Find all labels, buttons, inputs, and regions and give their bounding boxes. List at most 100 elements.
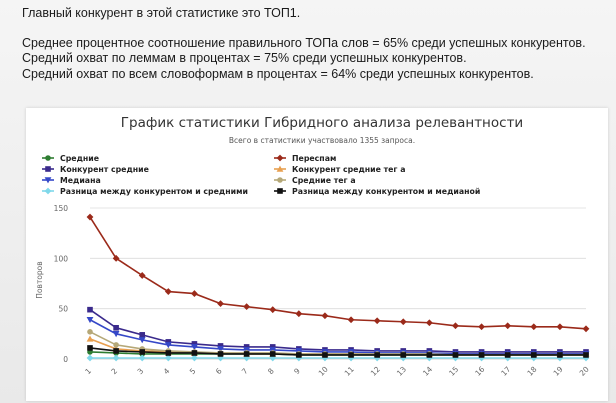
series-konkurent_srednie	[87, 306, 589, 355]
chart-subtitle: Всего в статистики участвовало 1355 запр…	[229, 136, 415, 145]
series-line	[89, 319, 586, 355]
x-axis-ticks: 1 2 3 4 5 6 7 8 9 10 11 12 13 14 15 16 17 18 19 20	[83, 365, 591, 378]
data-point	[530, 323, 538, 331]
data-point	[112, 354, 120, 362]
legend-item-konkurent_srednie_teg_a: Конкурент средние тег а	[274, 165, 405, 174]
legend-marker	[44, 177, 52, 184]
data-point	[112, 254, 120, 262]
x-tick-label: 5	[188, 366, 198, 376]
data-point	[138, 272, 146, 279]
legend-marker	[276, 165, 284, 172]
chart-card: График статистики Гибридного анализа рел…	[26, 108, 608, 401]
legend-label: Средние тег а	[292, 176, 356, 185]
data-point	[113, 348, 119, 354]
series-line	[89, 216, 587, 330]
data-point	[348, 352, 354, 358]
data-point	[243, 344, 250, 350]
data-point	[113, 324, 119, 331]
data-point	[373, 354, 381, 362]
data-point	[86, 335, 94, 342]
series-perespam	[86, 213, 590, 333]
legend-item-srednie: Средние	[42, 154, 99, 163]
data-point	[191, 354, 198, 362]
headline: Главный конкурент в этой статистике это …	[22, 6, 301, 20]
data-point	[217, 354, 224, 362]
legend-label: Конкурент средние тег а	[292, 165, 405, 174]
data-point	[530, 352, 537, 358]
x-tick-label: 14	[421, 365, 434, 378]
data-point	[217, 343, 224, 349]
legend-label: Переспам	[292, 154, 336, 163]
data-point	[243, 351, 250, 357]
x-tick-label: 18	[525, 365, 538, 378]
legend-item-perespam: Переспам	[274, 154, 336, 163]
y-tick-label: 50	[58, 305, 68, 314]
data-point	[269, 351, 276, 357]
legend-label: Разница между конкурентом и медианой	[292, 187, 480, 196]
data-point	[504, 322, 512, 330]
legend-marker	[276, 154, 284, 162]
chart-legend: Средние Переспам Конкурент средние Конкурен…	[42, 154, 480, 196]
y-axis-title: Повторов	[35, 261, 44, 298]
data-point	[87, 345, 93, 351]
series-raznica_srednie	[86, 354, 590, 362]
data-point	[165, 339, 172, 345]
data-point	[191, 350, 198, 356]
x-tick-label: 19	[552, 365, 565, 378]
data-point	[217, 346, 224, 353]
legend-marker	[45, 155, 51, 161]
legend-label: Средние	[60, 154, 99, 163]
x-tick-label: 16	[473, 365, 486, 378]
legend-label: Медиана	[60, 176, 101, 185]
data-point	[295, 310, 303, 318]
x-tick-label: 12	[369, 365, 382, 378]
data-point	[139, 332, 146, 338]
summary-text: Главный конкурент в этой статистике это …	[22, 6, 602, 82]
data-point	[165, 350, 172, 356]
chart-title: График статистики Гибридного анализа рел…	[121, 115, 523, 131]
x-tick-label: 1	[83, 366, 93, 376]
data-point	[86, 354, 94, 362]
data-point	[425, 319, 433, 327]
data-point	[86, 213, 94, 221]
legend-item-raznica_srednie: Разница между конкурентом и средними	[42, 187, 248, 196]
legend-marker	[277, 188, 283, 194]
x-tick-label: 9	[292, 366, 302, 376]
data-point	[112, 331, 120, 338]
x-tick-label: 3	[136, 366, 146, 376]
x-tick-label: 20	[578, 365, 591, 378]
summary-line-wordform-coverage: Средний охват по всем словоформам в проц…	[22, 66, 534, 81]
x-tick-label: 15	[447, 365, 460, 378]
legend-label: Конкурент средние	[60, 165, 149, 174]
data-point	[217, 351, 224, 357]
line-chart: График статистики Гибридного анализа рел…	[35, 115, 591, 378]
data-point	[269, 344, 276, 350]
data-point	[557, 352, 563, 358]
data-point	[452, 322, 459, 330]
summary-line-lemma-coverage: Средний охват по леммам в процентах = 75…	[22, 51, 467, 65]
legend-label: Разница между конкурентом и средними	[60, 187, 248, 196]
x-tick-label: 17	[499, 365, 512, 378]
data-point	[452, 352, 459, 358]
data-point	[191, 290, 198, 297]
y-tick-label: 0	[63, 355, 68, 364]
y-axis-ticks: 0 50 100 150	[54, 204, 69, 364]
data-point	[164, 288, 172, 295]
x-tick-label: 13	[395, 365, 408, 378]
data-point	[138, 337, 146, 344]
data-point	[87, 329, 93, 335]
data-point	[374, 352, 380, 358]
series-line	[89, 309, 586, 353]
legend-marker	[44, 187, 52, 195]
x-tick-label: 7	[240, 366, 250, 376]
data-point	[504, 352, 511, 358]
x-tick-label: 10	[317, 365, 330, 378]
x-tick-label: 11	[343, 365, 356, 378]
x-tick-label: 2	[109, 366, 119, 376]
data-point	[504, 354, 512, 362]
data-point	[582, 354, 590, 362]
data-point	[138, 354, 146, 362]
summary-line-top-ratio: Среднее процентное соотношение правильно…	[22, 35, 586, 50]
y-tick-label: 100	[54, 254, 69, 263]
data-point	[139, 349, 146, 355]
